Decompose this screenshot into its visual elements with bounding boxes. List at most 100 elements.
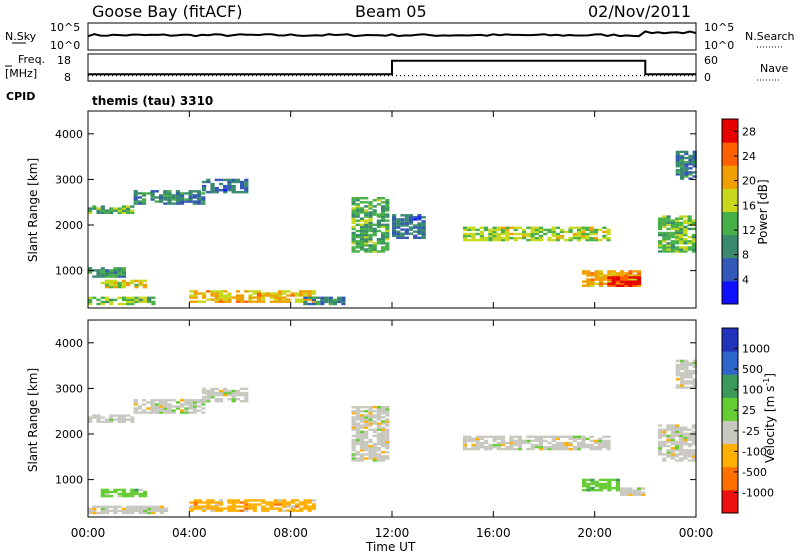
- heatmap-cell: [500, 236, 506, 240]
- heatmap-cell: [606, 232, 611, 236]
- heatmap-cell: [492, 230, 497, 234]
- colorbar-tick-label: 16: [742, 199, 756, 212]
- heatmap-cell: [662, 240, 667, 243]
- heatmap-cell: [227, 509, 232, 512]
- heatmap-cell: [113, 279, 118, 283]
- heatmap-cell: [121, 285, 126, 289]
- heatmap-cell: [421, 236, 426, 239]
- heatmap-cell: [586, 270, 591, 273]
- heatmap-cell: [684, 374, 689, 377]
- heatmap-cell: [674, 455, 680, 458]
- heatmap-cell: [180, 192, 185, 195]
- heatmap-cell: [674, 227, 680, 231]
- heatmap-cell: [88, 300, 93, 304]
- heatmap-cell: [218, 300, 224, 303]
- heatmap-cell: [492, 435, 497, 438]
- heatmap-cell: [581, 435, 586, 438]
- heatmap-cell: [530, 232, 535, 236]
- heatmap-cell: [607, 284, 612, 287]
- heatmap-cell: [471, 228, 476, 232]
- heatmap-cell: [133, 403, 138, 406]
- heatmap-cell: [265, 509, 270, 512]
- heatmap-cell: [603, 482, 608, 486]
- heatmap-cell: [96, 207, 101, 210]
- heatmap-cell: [392, 222, 397, 225]
- heatmap-cell: [273, 298, 278, 301]
- heatmap-cell: [218, 294, 224, 297]
- heatmap-cell: [100, 207, 105, 210]
- y-tick-label: 4000: [55, 337, 83, 350]
- heatmap-cell: [658, 217, 663, 220]
- heatmap-cell: [113, 490, 118, 494]
- heatmap-cell: [364, 211, 369, 214]
- heatmap-cell: [197, 499, 202, 502]
- heatmap-cell: [351, 426, 356, 429]
- heatmap-cell: [385, 444, 390, 448]
- heatmap-cell: [624, 282, 629, 285]
- heatmap-cell: [109, 420, 114, 423]
- heatmap-cell: [662, 434, 667, 438]
- heatmap-cell: [142, 200, 147, 203]
- heatmap-cell: [214, 398, 219, 401]
- heatmap-cell: [381, 217, 386, 220]
- heatmap-cell: [376, 197, 381, 200]
- heatmap-cell: [138, 279, 143, 283]
- heatmap-cell: [133, 200, 138, 203]
- heatmap-cell: [674, 444, 680, 448]
- heatmap-cell: [586, 272, 591, 275]
- heatmap-cell: [201, 202, 206, 205]
- heatmap-cell: [492, 226, 497, 229]
- heatmap-cell: [385, 440, 390, 444]
- heatmap-cell: [359, 430, 365, 433]
- heatmap-cell: [590, 489, 595, 492]
- heatmap-cell: [620, 276, 625, 279]
- heatmap-cell: [278, 507, 283, 510]
- heatmap-cell: [351, 447, 356, 450]
- heatmap-cell: [385, 428, 390, 431]
- heatmap-cell: [113, 281, 118, 285]
- heatmap-cell: [88, 209, 93, 212]
- heatmap-cell: [662, 244, 667, 247]
- heatmap-cell: [381, 440, 386, 444]
- heatmap-cell: [96, 298, 101, 302]
- heatmap-cell: [688, 361, 693, 365]
- heatmap-cell: [505, 238, 510, 242]
- heatmap-cell: [175, 192, 180, 195]
- heatmap-cell: [547, 236, 552, 240]
- heatmap-cell: [252, 499, 257, 502]
- heatmap-cell: [158, 407, 164, 410]
- heatmap-cell: [691, 250, 696, 253]
- heatmap-cell: [624, 489, 629, 492]
- heatmap-cell: [154, 190, 159, 193]
- heatmap-cell: [593, 228, 598, 232]
- heatmap-cell: [679, 451, 684, 454]
- heatmap-cell: [188, 200, 193, 203]
- heatmap-cell: [376, 215, 381, 218]
- heatmap-cell: [421, 228, 426, 231]
- heatmap-cell: [632, 276, 637, 279]
- heatmap-cell: [96, 302, 101, 306]
- heatmap-cell: [142, 198, 147, 201]
- heatmap-cell: [351, 225, 356, 229]
- heatmap-cell: [679, 225, 684, 229]
- heatmap-cell: [684, 150, 689, 154]
- heatmap-cell: [675, 169, 680, 172]
- heatmap-cell: [303, 292, 308, 295]
- heatmap-cell: [680, 378, 685, 381]
- heatmap-cell: [505, 226, 510, 229]
- heatmap-cell: [355, 453, 360, 456]
- heatmap-cell: [235, 178, 240, 182]
- heatmap-cell: [252, 503, 257, 506]
- heatmap-cell: [372, 455, 377, 458]
- heatmap-cell: [376, 455, 381, 458]
- heatmap-cell: [513, 447, 518, 451]
- heatmap-cell: [117, 285, 122, 289]
- heatmap-cell: [121, 209, 126, 212]
- heatmap-cell: [413, 234, 418, 237]
- heatmap-cell: [307, 296, 312, 299]
- heatmap-cell: [231, 395, 236, 399]
- heatmap-cell: [235, 501, 240, 504]
- heatmap-cell: [670, 430, 675, 433]
- heatmap-cell: [624, 487, 629, 490]
- heatmap-cell: [142, 505, 148, 508]
